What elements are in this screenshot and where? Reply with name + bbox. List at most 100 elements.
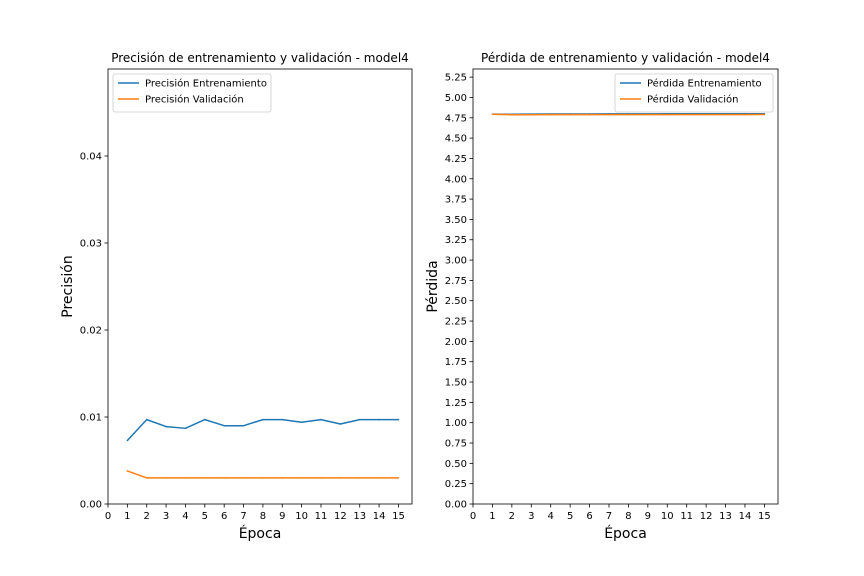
- y-tick-label: 1.50: [445, 378, 467, 389]
- data-point: [378, 477, 380, 479]
- legend: Precisión Entrenamiento Precisión Valida…: [112, 73, 272, 113]
- data-point: [627, 113, 630, 116]
- x-tick-label: 11: [315, 511, 328, 522]
- x-tick-label: 5: [567, 511, 573, 522]
- legend-entry-val-accuracy: Precisión Validación: [145, 94, 244, 106]
- y-tick-label: 5.00: [445, 93, 467, 104]
- x-axis-ticks: 0 1 2 3 4 5 6 7 8 9 10 11 12 13 14 15: [470, 504, 771, 522]
- loss-chart: Pérdida de entrenamiento y validación - …: [425, 51, 779, 542]
- x-tick-label: 7: [606, 511, 612, 522]
- y-tick-label: 1.00: [445, 418, 467, 429]
- x-tick-label: 13: [353, 511, 366, 522]
- data-point: [705, 113, 707, 116]
- series-lines: [491, 112, 766, 116]
- y-tick-label: 1.25: [445, 398, 467, 409]
- y-axis-ticks: 0.00 0.25 0.50 0.75 1.00 1.25 1.50 1.75 2.00 2.25…: [445, 73, 473, 511]
- chart-title: Pérdida de entrenamiento y validación - …: [481, 51, 770, 65]
- data-point: [204, 418, 206, 421]
- y-tick-label: 0.00: [80, 500, 102, 511]
- x-tick-label: 9: [645, 511, 651, 522]
- y-tick-label: 1.75: [445, 357, 467, 368]
- data-point: [491, 113, 494, 116]
- data-point: [397, 418, 400, 421]
- data-point: [685, 113, 688, 116]
- x-tick-label: 6: [221, 511, 227, 522]
- data-point: [511, 113, 513, 116]
- y-tick-label: 2.00: [445, 337, 467, 348]
- data-point: [549, 113, 552, 116]
- data-point: [569, 113, 571, 116]
- y-tick-label: 0.02: [80, 326, 102, 337]
- y-axis-label: Precisión: [60, 255, 76, 317]
- data-point: [184, 477, 187, 479]
- x-tick-label: 0: [470, 511, 476, 522]
- x-axis-label: Época: [604, 525, 647, 542]
- legend-entry-val-loss: Pérdida Validación: [647, 94, 739, 106]
- x-tick-label: 2: [509, 511, 515, 522]
- data-point: [300, 421, 303, 424]
- y-tick-label: 5.25: [445, 73, 467, 84]
- y-tick-label: 4.25: [445, 154, 467, 165]
- data-point: [397, 477, 400, 479]
- data-point: [744, 113, 746, 116]
- x-tick-label: 2: [144, 511, 150, 522]
- data-point: [262, 418, 264, 421]
- y-tick-label: 4.00: [445, 174, 467, 185]
- y-tick-label: 2.25: [445, 317, 467, 328]
- data-point: [666, 113, 669, 116]
- data-point: [647, 113, 649, 116]
- data-point: [223, 424, 225, 427]
- data-point: [608, 113, 610, 116]
- y-tick-label: 2.50: [445, 296, 467, 307]
- x-tick-label: 6: [586, 511, 592, 522]
- y-tick-label: 0.75: [445, 439, 467, 450]
- y-tick-label: 3.25: [445, 235, 467, 246]
- y-tick-label: 0.03: [80, 239, 102, 250]
- data-point: [530, 113, 533, 116]
- data-point: [320, 418, 322, 421]
- data-point: [204, 477, 206, 479]
- x-tick-label: 14: [373, 511, 386, 522]
- y-axis-label: Pérdida: [425, 260, 441, 312]
- data-point: [339, 477, 342, 479]
- x-tick-label: 5: [202, 511, 208, 522]
- y-tick-label: 4.50: [445, 134, 467, 145]
- y-axis-ticks: 0.00 0.01 0.02 0.03 0.04: [80, 152, 108, 511]
- x-tick-label: 11: [680, 511, 693, 522]
- plot-frame: [472, 68, 779, 505]
- data-point: [588, 113, 591, 116]
- x-tick-label: 12: [334, 511, 347, 522]
- data-point: [281, 418, 284, 421]
- x-tick-label: 9: [279, 511, 285, 522]
- legend-box: [614, 73, 774, 113]
- data-point: [724, 113, 727, 116]
- x-axis-label: Época: [239, 525, 282, 542]
- x-tick-label: 4: [182, 511, 188, 522]
- data-point: [242, 477, 245, 479]
- chart-title: Precisión de entrenamiento y validación …: [111, 51, 409, 65]
- y-tick-label: 3.00: [445, 256, 467, 267]
- y-tick-label: 0.01: [80, 413, 102, 424]
- x-tick-label: 3: [528, 511, 534, 522]
- data-point: [763, 113, 766, 116]
- data-point: [165, 477, 167, 479]
- x-tick-label: 8: [260, 511, 266, 522]
- y-tick-label: 3.75: [445, 195, 467, 206]
- x-tick-label: 1: [124, 511, 130, 522]
- data-point: [281, 477, 284, 479]
- data-point: [126, 439, 129, 442]
- y-tick-label: 0.00: [445, 500, 467, 511]
- y-tick-label: 3.50: [445, 215, 467, 226]
- data-point: [184, 427, 187, 430]
- series-lines: [126, 418, 400, 479]
- data-point: [358, 477, 361, 479]
- accuracy-chart: Precisión de entrenamiento y validación …: [60, 51, 413, 542]
- legend-box: [112, 73, 272, 113]
- y-tick-label: 4.75: [445, 113, 467, 124]
- data-point: [320, 477, 322, 479]
- data-point: [223, 477, 225, 479]
- data-point: [242, 424, 245, 427]
- data-point: [300, 477, 303, 479]
- x-tick-label: 4: [548, 511, 554, 522]
